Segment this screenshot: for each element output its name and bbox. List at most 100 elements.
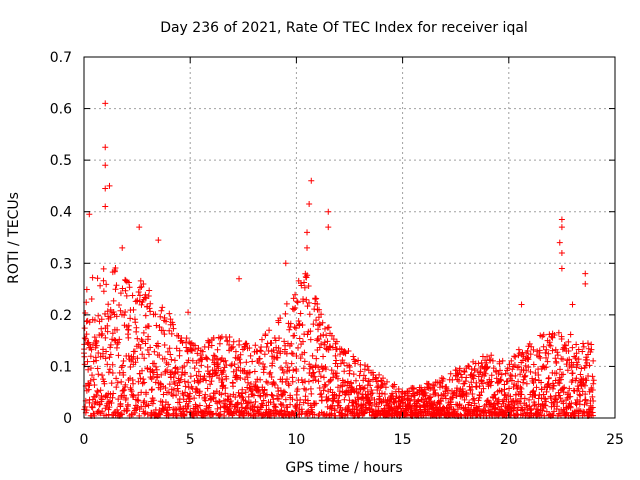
data-point (94, 387, 101, 394)
data-point (411, 403, 418, 410)
data-point (282, 389, 289, 396)
data-point (205, 339, 212, 346)
data-point (333, 370, 340, 377)
data-point (589, 387, 596, 393)
data-point (126, 284, 133, 291)
data-point (289, 350, 296, 357)
data-point (153, 322, 160, 329)
data-point (293, 325, 300, 332)
data-point (164, 410, 171, 417)
data-point (238, 393, 245, 400)
data-point (579, 388, 586, 395)
data-point (548, 333, 555, 340)
data-point (163, 318, 170, 325)
data-point (246, 384, 253, 391)
data-point (550, 412, 557, 419)
data-point (454, 385, 461, 392)
data-point (354, 406, 361, 413)
data-point (98, 325, 105, 332)
data-point (389, 390, 396, 397)
data-point (104, 361, 111, 368)
data-point (301, 358, 308, 365)
data-point (299, 338, 306, 345)
data-point (463, 374, 470, 381)
data-point (132, 359, 139, 366)
data-point (282, 396, 289, 403)
data-point (493, 375, 500, 382)
data-point (562, 342, 569, 349)
data-point (491, 405, 498, 412)
data-point (561, 384, 568, 391)
data-point (216, 399, 223, 406)
data-point (367, 382, 374, 389)
data-point (261, 351, 268, 358)
data-point (582, 396, 589, 403)
data-point (151, 360, 158, 367)
data-point (272, 337, 279, 344)
data-point (518, 385, 525, 392)
data-point (85, 339, 92, 346)
data-point (283, 350, 290, 357)
data-point (515, 346, 522, 353)
data-point (341, 368, 348, 375)
data-point (210, 352, 217, 359)
data-point (87, 377, 94, 384)
data-point (583, 356, 590, 363)
data-point (542, 402, 549, 409)
data-point (489, 357, 496, 364)
data-point (585, 345, 592, 352)
data-point (336, 388, 343, 395)
data-point (378, 378, 385, 385)
data-point (362, 375, 369, 382)
data-point (340, 359, 347, 366)
data-point (532, 370, 539, 377)
data-point (589, 404, 596, 411)
data-point (523, 380, 530, 387)
data-point (327, 377, 334, 384)
data-point (115, 352, 122, 359)
data-point (141, 294, 148, 301)
data-point (583, 377, 590, 384)
data-point (580, 381, 587, 388)
data-point (114, 341, 121, 348)
data-point (487, 382, 494, 389)
data-point (304, 303, 311, 310)
data-point (155, 237, 162, 244)
data-point (322, 366, 329, 373)
data-point (299, 321, 306, 328)
data-point (103, 348, 110, 355)
data-point (279, 392, 286, 399)
data-point (541, 395, 548, 402)
data-point (139, 380, 146, 387)
data-point (275, 319, 282, 326)
data-point (122, 309, 129, 316)
data-point (255, 410, 262, 417)
data-point (374, 386, 381, 393)
data-point (217, 335, 224, 342)
data-point (277, 315, 284, 322)
data-point (391, 381, 398, 388)
data-point (82, 403, 89, 410)
data-point (207, 381, 214, 388)
data-point (590, 380, 597, 387)
data-point (140, 281, 147, 288)
data-point (83, 286, 90, 293)
x-tick-label: 10 (287, 432, 305, 448)
data-point (544, 358, 551, 365)
data-point (328, 405, 335, 412)
data-point (125, 279, 132, 286)
data-point (502, 370, 509, 377)
data-point (118, 411, 125, 418)
data-point (185, 379, 192, 386)
data-point (202, 397, 209, 404)
data-point (91, 381, 98, 388)
data-point (107, 351, 114, 358)
data-point (324, 338, 331, 345)
data-point (214, 405, 221, 412)
data-point (98, 332, 105, 339)
data-point (243, 359, 250, 366)
data-point (499, 408, 506, 415)
data-point (191, 395, 198, 402)
data-point (528, 343, 535, 350)
data-point (176, 406, 183, 413)
